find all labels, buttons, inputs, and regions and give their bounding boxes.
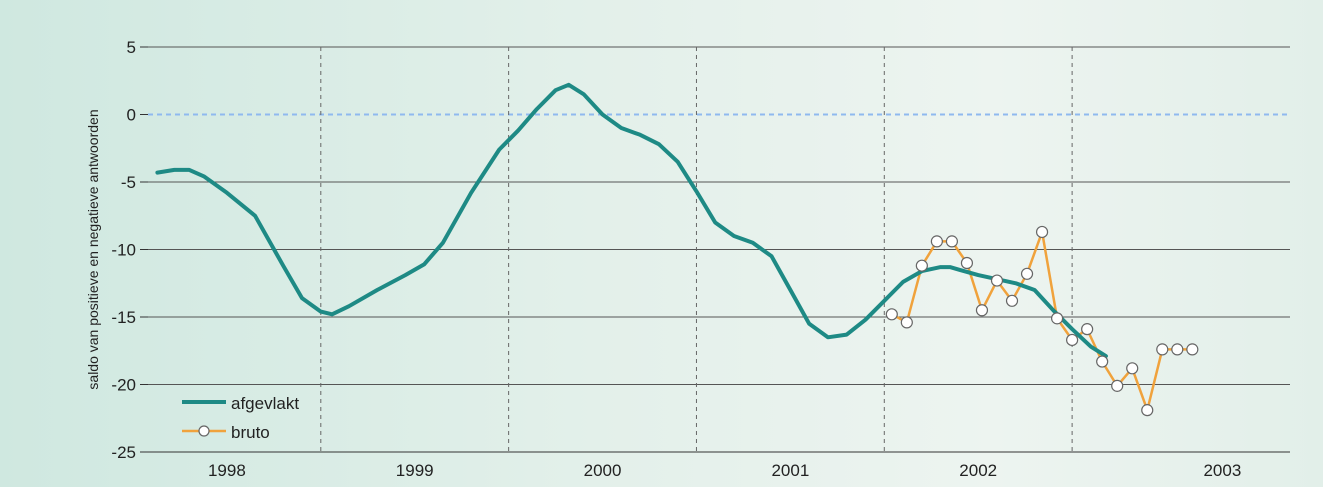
y-tick-label: 5 bbox=[127, 38, 136, 57]
bruto-point bbox=[1066, 333, 1079, 347]
legend: afgevlakt bruto bbox=[182, 394, 299, 442]
x-tick-label: 2002 bbox=[959, 461, 997, 480]
legend-bruto-marker bbox=[198, 425, 210, 437]
y-tick-label: -10 bbox=[111, 241, 136, 260]
afgevlakt-line bbox=[155, 82, 1108, 359]
bruto-point bbox=[1126, 362, 1139, 375]
bruto-point bbox=[1096, 355, 1109, 368]
x-tick-label: 1999 bbox=[396, 461, 434, 480]
x-tick-label: 2000 bbox=[584, 461, 622, 480]
bruto-line bbox=[891, 230, 1193, 412]
legend-afgevlakt-label: afgevlakt bbox=[231, 394, 299, 413]
bruto-point bbox=[1156, 343, 1169, 356]
y-tick-label: -20 bbox=[111, 376, 136, 395]
bruto-point bbox=[1141, 404, 1154, 417]
bruto-point bbox=[885, 308, 898, 321]
x-tick-label: 1998 bbox=[208, 461, 246, 480]
bruto-point bbox=[915, 259, 928, 272]
bruto-point bbox=[1035, 225, 1049, 239]
bruto-point bbox=[960, 256, 974, 270]
bruto-point bbox=[930, 235, 943, 248]
legend-bruto-label: bruto bbox=[231, 423, 270, 442]
y-tick-labels: 5 0 -5 -10 -15 -20 -25 bbox=[111, 38, 136, 462]
bruto-point bbox=[1005, 294, 1019, 307]
bruto-point bbox=[1050, 312, 1064, 325]
bruto-point bbox=[1186, 343, 1199, 356]
y-tick-label: 0 bbox=[127, 106, 136, 125]
y-tick-label: -5 bbox=[121, 173, 136, 192]
bruto-point bbox=[1020, 267, 1034, 280]
grid-layer bbox=[140, 46, 1290, 453]
y-axis-label: saldo van positieve en negatieve antwoor… bbox=[85, 109, 101, 389]
bruto-point bbox=[975, 304, 989, 317]
series-layer bbox=[155, 82, 1199, 417]
bruto-point bbox=[1081, 323, 1094, 336]
bruto-point bbox=[900, 316, 913, 329]
x-tick-label: 2003 bbox=[1203, 461, 1241, 480]
bruto-point bbox=[1171, 343, 1184, 356]
y-tick-label: -15 bbox=[111, 308, 136, 327]
bruto-point bbox=[990, 274, 1004, 287]
bruto-point bbox=[945, 235, 959, 248]
bruto-point bbox=[1111, 379, 1124, 392]
y-tick-label: -25 bbox=[111, 443, 136, 462]
x-tick-labels: 1998 1999 2000 2001 2002 2003 bbox=[208, 461, 1241, 480]
x-tick-label: 2001 bbox=[771, 461, 809, 480]
